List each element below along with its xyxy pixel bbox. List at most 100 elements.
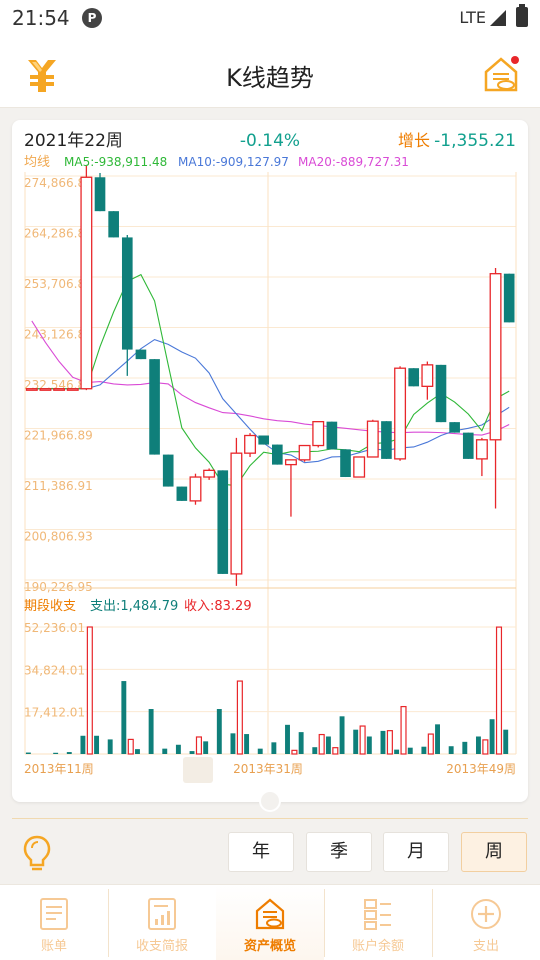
card-expand-knob[interactable] [259, 790, 281, 812]
lightbulb-icon[interactable] [22, 834, 52, 874]
candle-body-up [189, 476, 202, 502]
candle-body-down [326, 421, 338, 450]
expense-bar [407, 747, 413, 754]
candle-body-up [230, 452, 243, 575]
income-bar [495, 626, 503, 755]
tab-bill[interactable]: 账单 [0, 885, 108, 960]
tab-report[interactable]: 收支简报 [108, 885, 216, 960]
period-label: 2021年22周 [24, 131, 123, 151]
expense-bar [53, 752, 59, 754]
price-tick-label: 243,126.85 [24, 328, 93, 342]
price-tick-label: 221,966.89 [24, 429, 93, 443]
expense-bar [448, 746, 454, 754]
income-bar [427, 733, 434, 755]
tab-add-expense-label: 支出 [472, 939, 499, 954]
price-tick-label: 190,226.95 [24, 580, 93, 594]
income-bar [482, 739, 489, 755]
period-year-button[interactable]: 年 [228, 832, 294, 872]
ma20-line [31, 320, 510, 436]
chart-scroll-handle[interactable] [183, 757, 213, 783]
period-week-button[interactable]: 周 [461, 832, 527, 872]
tab-separator [432, 889, 433, 957]
volume-label: 期段收支 [24, 599, 76, 614]
volume-tick-label: 52,236.01 [24, 621, 85, 635]
status-time: 21:54 [12, 6, 70, 30]
expense-bar [394, 749, 400, 754]
candle-body-up [353, 456, 366, 478]
account-balance-icon [364, 899, 391, 930]
candle-body-down [135, 349, 147, 360]
expense-bar [271, 742, 277, 754]
price-tick-label: 211,386.91 [24, 479, 93, 493]
candle-body-up [394, 367, 407, 460]
ma10-line [31, 338, 510, 464]
bottom-tab-bar: 账单 收支简报 资产概览 账户余额 [0, 884, 540, 960]
expense-bar [121, 681, 127, 754]
candle-body-down [121, 237, 133, 350]
expense-bar [135, 749, 140, 754]
kline-chart[interactable]: 2021年22周 -0.14% 增长 -1,355.21 均线 MA5:-938… [12, 120, 528, 802]
tab-account-balance[interactable]: 账户余额 [324, 885, 432, 960]
asset-overview-icon [255, 898, 285, 930]
price-tick-label: 264,286.81 [24, 227, 93, 241]
expense-bar [285, 724, 290, 754]
expense-bar [298, 732, 304, 754]
yen-coin-icon[interactable] [24, 56, 60, 94]
expense-bar [462, 741, 468, 754]
period-quarter-button[interactable]: 季 [306, 832, 372, 872]
expense-bar [312, 747, 318, 754]
candle-body-up [475, 439, 488, 460]
candle-body-down [408, 368, 420, 387]
candle-body-up [421, 364, 434, 387]
income-bar [400, 705, 407, 755]
candle-body-down [462, 432, 474, 459]
expense-bar [94, 735, 100, 754]
price-tick-label: 200,806.93 [24, 530, 93, 544]
candle-body-down [162, 454, 174, 487]
candle-body-up [80, 176, 93, 390]
notification-icon: P [82, 8, 102, 28]
signal-icon [490, 10, 506, 26]
tab-bill-label: 账单 [40, 939, 67, 954]
status-bar: 21:54 P LTE [0, 0, 540, 38]
candle-body-down [108, 211, 119, 238]
expense-bar [257, 748, 263, 754]
income-bar [86, 626, 93, 755]
time-tick-label: 2013年49周 [446, 762, 516, 776]
expense-bar [421, 746, 427, 754]
candle-body-up [489, 273, 502, 441]
expense-bar [189, 751, 195, 754]
page-title: K线趋势 [226, 64, 314, 92]
expense-bar [80, 735, 86, 754]
candle-body-down [176, 486, 188, 501]
ma10-value: MA10:-909,127.97 [178, 155, 289, 169]
candle-body-down [449, 422, 460, 433]
candle-body-up [39, 388, 52, 391]
asset-house-icon[interactable] [482, 54, 520, 94]
candle-body-up [25, 388, 38, 391]
tab-add-expense[interactable]: 支出 [432, 885, 540, 960]
tab-report-label: 收支简报 [135, 939, 188, 954]
candle-body-down [217, 470, 229, 574]
add-expense-icon [471, 899, 501, 929]
period-month-button[interactable]: 月 [383, 832, 449, 872]
expense-bar [66, 752, 72, 754]
volume-tick-label: 34,824.01 [24, 663, 85, 677]
expense-bar [162, 748, 168, 754]
expense-bar [148, 709, 154, 754]
expense-bar [489, 719, 495, 754]
income-bar [386, 730, 393, 755]
income-bar [359, 725, 366, 755]
candlesticks [25, 165, 515, 586]
candle-body-up [298, 444, 311, 461]
change-percent: -0.14% [240, 131, 300, 151]
volume-tick-label: 17,412.01 [24, 706, 85, 720]
income-bar [318, 733, 325, 755]
income-bar [291, 749, 298, 755]
candle-body-up [284, 459, 297, 466]
ma5-value: MA5:-938,911.48 [64, 155, 167, 169]
candle-body-down [381, 421, 392, 459]
expense-bar [244, 734, 250, 754]
income-bar [127, 738, 134, 755]
tab-asset-overview[interactable]: 资产概览 [216, 885, 324, 960]
